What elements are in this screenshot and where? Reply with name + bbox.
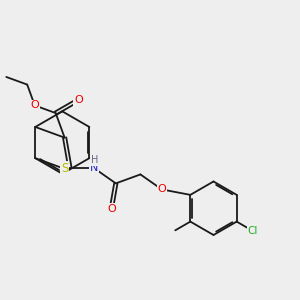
Text: O: O — [158, 184, 166, 194]
Text: O: O — [107, 204, 116, 214]
Text: O: O — [30, 100, 39, 110]
Text: N: N — [90, 164, 99, 173]
Text: S: S — [61, 162, 68, 175]
Text: Cl: Cl — [248, 226, 258, 236]
Text: O: O — [74, 95, 83, 105]
Text: H: H — [91, 155, 98, 165]
